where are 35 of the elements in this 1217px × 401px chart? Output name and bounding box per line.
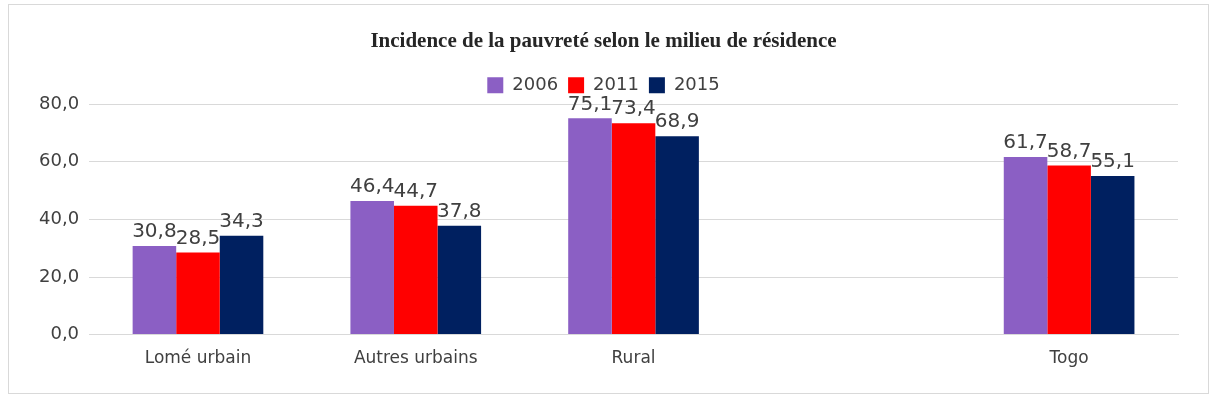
data-label: 30,8: [132, 218, 177, 243]
x-tick-label: Rural: [611, 347, 656, 368]
y-tick-label: 20,0: [39, 264, 80, 286]
legend-label: 2015: [673, 72, 720, 94]
data-label: 68,9: [654, 108, 700, 133]
data-label: 61,7: [1003, 129, 1048, 154]
data-label: 34,3: [219, 208, 264, 233]
x-tick-label: Togo: [1048, 347, 1089, 368]
y-tick-label: 40,0: [39, 207, 80, 229]
y-tick-label: 80,0: [39, 91, 80, 113]
legend-label: 2006: [512, 72, 559, 94]
data-label: 55,1: [1090, 148, 1135, 173]
data-label: 46,4: [349, 173, 395, 198]
bar: [176, 252, 220, 335]
chart-title: Incidence de la pauvreté selon le milieu de résidence: [370, 28, 837, 53]
bar: [611, 123, 656, 335]
data-label: 58,7: [1046, 137, 1092, 162]
bar: [1047, 165, 1091, 335]
bar: [132, 245, 177, 335]
data-label: 73,4: [611, 95, 656, 120]
bar: [393, 205, 438, 335]
bar: [437, 225, 482, 335]
bar: [568, 118, 612, 335]
bar: [350, 200, 394, 335]
x-tick-label: Lomé urbain: [144, 347, 252, 368]
bar: [655, 136, 699, 335]
bar: [1003, 156, 1048, 335]
data-label: 37,8: [437, 197, 482, 222]
bar: [1090, 175, 1135, 335]
y-tick-label: 0,0: [50, 322, 80, 344]
data-label: 28,5: [175, 224, 221, 249]
data-label: 44,7: [393, 178, 439, 203]
x-tick-label: Autres urbains: [353, 347, 478, 368]
y-tick-label: 60,0: [39, 149, 80, 171]
bar: [219, 235, 264, 335]
